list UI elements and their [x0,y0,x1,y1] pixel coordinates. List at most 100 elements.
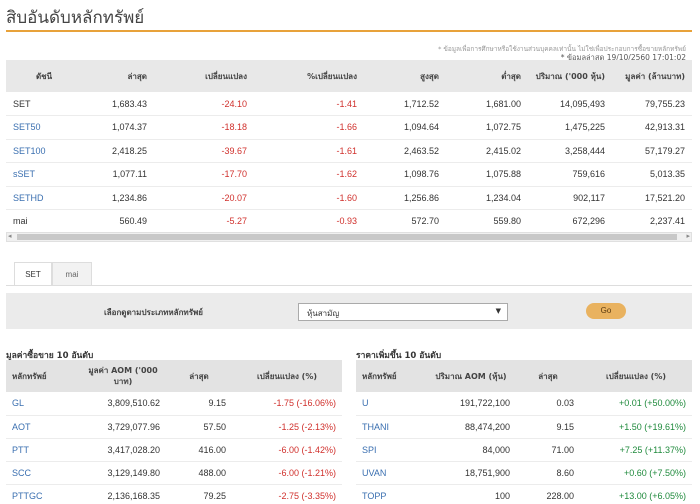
col-header-index: ดัชนี [6,60,82,92]
index-low: 1,681.00 [446,92,528,116]
index-low: 1,075.88 [446,162,528,187]
security-type-select[interactable]: หุ้นสามัญ ▼ [298,303,508,321]
scroll-right-icon[interactable]: ▸ [686,233,690,240]
index-change: -18.18 [154,115,254,140]
index-row: SET50 1,074.37 -18.18 -1.66 1,094.64 1,072.75… [6,115,692,140]
index-low: 2,415.02 [446,139,528,163]
index-row: SET 1,683.43 -24.10 -1.41 1,712.52 1,681.00 14… [6,92,692,116]
security-type-selected: หุ้นสามัญ [307,309,340,318]
tabs-divider [6,285,692,286]
col-header-symbol: หลักทรัพย์ [356,360,426,392]
col-header-aom-volume: ปริมาณ AOM (หุ้น) [426,360,516,392]
index-table-header: ดัชนี ล่าสุด เปลี่ยนแปลง %เปลี่ยนแปลง สู… [6,60,692,92]
stock-last: 9.15 [166,392,232,416]
index-high: 572.70 [364,209,446,234]
stock-change: +0.01 (+50.00%) [580,392,692,416]
top-value-row: PTT 3,417,028.20 416.00 -6.00 (-1.42%) [6,438,342,462]
index-name-link[interactable]: SET50 [6,115,82,140]
filter-panel: เลือกดูตามประเภทหลักทรัพย์ หุ้นสามัญ ▼ G… [6,293,692,329]
stock-symbol-link[interactable]: U [356,392,426,416]
index-last: 560.49 [82,209,154,234]
index-high: 1,256.86 [364,186,446,210]
index-low: 559.80 [446,209,528,234]
top-value-row: AOT 3,729,077.96 57.50 -1.25 (-2.13%) [6,415,342,439]
index-volume: 14,095,493 [528,92,612,116]
top-value-title: มูลค่าซื้อขาย 10 อันดับ [6,351,94,361]
index-volume: 1,475,225 [528,115,612,140]
index-pct-change: -1.62 [254,162,364,187]
index-row: SETHD 1,234.86 -20.07 -1.60 1,256.86 1,234.04… [6,186,692,210]
title-divider [6,30,692,32]
stock-aom-volume: 100 [426,484,516,504]
index-change: -5.27 [154,209,254,234]
col-header-last: ล่าสุด [82,60,154,92]
index-value: 2,237.41 [612,209,692,234]
top-gainers-table: หลักทรัพย์ ปริมาณ AOM (หุ้น) ล่าสุด เปลี… [356,360,692,504]
stock-aom-value: 2,136,168.35 [80,484,166,504]
stock-change: +1.50 (+19.61%) [580,415,692,439]
top-gainers-row: UVAN 18,751,900 8.60 +0.60 (+7.50%) [356,461,692,485]
stock-change: +7.25 (+11.37%) [580,438,692,462]
index-high: 2,463.52 [364,139,446,163]
stock-symbol-link[interactable]: PTT [6,438,80,462]
index-name-link[interactable]: SETHD [6,186,82,210]
scrollbar-thumb[interactable] [17,234,677,240]
stock-symbol-link[interactable]: TOPP [356,484,426,504]
col-header-last: ล่าสุด [516,360,580,392]
index-value: 57,179.27 [612,139,692,163]
index-value: 17,521.20 [612,186,692,210]
stock-symbol-link[interactable]: SCC [6,461,80,485]
index-pct-change: -1.66 [254,115,364,140]
col-header-aom-value: มูลค่า AOM ('000 บาท) [80,360,166,392]
index-change: -24.10 [154,92,254,116]
index-row: SET100 2,418.25 -39.67 -1.61 2,463.52 2,415.0… [6,139,692,163]
stock-symbol-link[interactable]: SPI [356,438,426,462]
top-value-table: หลักทรัพย์ มูลค่า AOM ('000 บาท) ล่าสุด … [6,360,342,504]
index-name: mai [6,209,82,234]
col-header-change: เปลี่ยนแปลง (%) [232,360,342,392]
index-last: 1,074.37 [82,115,154,140]
chevron-down-icon: ▼ [495,307,501,315]
top-value-header: หลักทรัพย์ มูลค่า AOM ('000 บาท) ล่าสุด … [6,360,342,392]
stock-symbol-link[interactable]: PTTGC [6,484,80,504]
index-value: 42,913.31 [612,115,692,140]
col-header-volume: ปริมาณ ('000 หุ้น) [528,60,612,92]
index-last: 1,234.86 [82,186,154,210]
index-change: -20.07 [154,186,254,210]
stock-aom-volume: 191,722,100 [426,392,516,416]
index-change: -39.67 [154,139,254,163]
index-name-link[interactable]: SET100 [6,139,82,163]
stock-aom-value: 3,809,510.62 [80,392,166,416]
stock-symbol-link[interactable]: UVAN [356,461,426,485]
scroll-left-icon[interactable]: ◂ [8,233,12,240]
tab-mai[interactable]: mai [52,262,92,286]
stock-aom-value: 3,129,149.80 [80,461,166,485]
stock-change: +0.60 (+7.50%) [580,461,692,485]
go-button[interactable]: Go [586,303,626,319]
stock-change: +13.00 (+6.05%) [580,484,692,504]
stock-aom-value: 3,729,077.96 [80,415,166,439]
col-header-change: เปลี่ยนแปลง [154,60,254,92]
index-name-link[interactable]: sSET [6,162,82,187]
tab-set[interactable]: SET [14,262,52,286]
index-high: 1,094.64 [364,115,446,140]
index-volume: 902,117 [528,186,612,210]
index-change: -17.70 [154,162,254,187]
index-pct-change: -0.93 [254,209,364,234]
stock-symbol-link[interactable]: AOT [6,415,80,439]
stock-aom-value: 3,417,028.20 [80,438,166,462]
col-header-pct-change: %เปลี่ยนแปลง [254,60,364,92]
index-pct-change: -1.41 [254,92,364,116]
top-gainers-title: ราคาเพิ่มขึ้น 10 อันดับ [356,351,442,361]
stock-symbol-link[interactable]: THANI [356,415,426,439]
top-value-row: PTTGC 2,136,168.35 79.25 -2.75 (-3.35%) [6,484,342,504]
col-header-change: เปลี่ยนแปลง (%) [580,360,692,392]
stock-last: 8.60 [516,461,580,485]
stock-symbol-link[interactable]: GL [6,392,80,416]
horizontal-scrollbar[interactable]: ◂ ▸ [6,232,692,242]
page-title: สิบอันดับหลักทรัพย์ [6,8,145,28]
index-high: 1,098.76 [364,162,446,187]
top-gainers-header: หลักทรัพย์ ปริมาณ AOM (หุ้น) ล่าสุด เปลี… [356,360,692,392]
index-volume: 672,296 [528,209,612,234]
col-header-low: ต่ำสุด [446,60,528,92]
